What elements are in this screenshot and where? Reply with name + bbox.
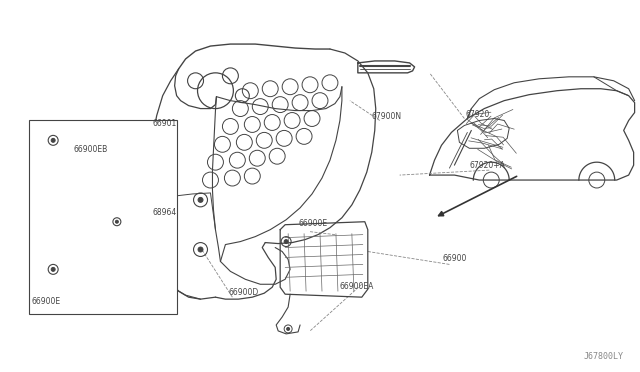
Text: 66900: 66900: [442, 254, 467, 263]
Text: J67800LY: J67800LY: [584, 352, 623, 361]
Circle shape: [51, 267, 55, 271]
Text: 66901: 66901: [153, 119, 177, 128]
Circle shape: [287, 327, 290, 330]
Circle shape: [51, 138, 55, 142]
Text: 67900N: 67900N: [372, 112, 402, 121]
Text: 66900EA: 66900EA: [340, 282, 374, 291]
Text: 66900E: 66900E: [298, 219, 327, 228]
Circle shape: [198, 247, 203, 252]
Circle shape: [284, 240, 288, 244]
Bar: [29, 121, 177, 314]
Circle shape: [115, 220, 118, 223]
Circle shape: [198, 198, 203, 202]
Text: 66900EB: 66900EB: [73, 145, 108, 154]
Text: 67920: 67920: [465, 109, 490, 119]
Text: 66900E: 66900E: [31, 297, 60, 306]
Text: 67920+A: 67920+A: [469, 161, 505, 170]
Text: 68964: 68964: [153, 208, 177, 217]
Text: 66900D: 66900D: [228, 288, 259, 297]
